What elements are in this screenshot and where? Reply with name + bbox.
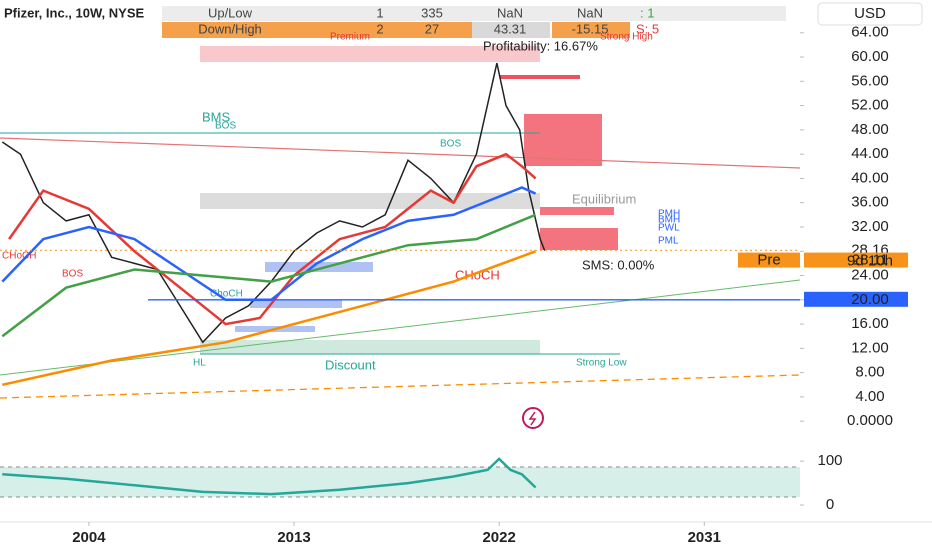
y2-tick-label: 0: [826, 496, 834, 513]
icon: [528, 411, 537, 426]
discount-zone: [200, 340, 540, 354]
annotation: Discount: [325, 357, 376, 372]
table-cell: [552, 22, 630, 38]
table-cell: 335: [421, 5, 443, 20]
table-cell: NaN: [577, 5, 603, 20]
premium-zone: [200, 46, 540, 62]
annotation: HL: [193, 358, 206, 369]
y-tick-label: 48.00: [851, 121, 889, 138]
order-block: [540, 228, 618, 250]
trend-line: [0, 374, 801, 399]
price-label-box: [804, 252, 908, 268]
price-label: 20.00: [851, 291, 889, 308]
table-cell: NaN: [497, 5, 523, 20]
currency: USD: [854, 5, 886, 22]
y-tick-label: 32.00: [851, 218, 889, 235]
x-tick-label: 2022: [482, 529, 515, 546]
table-cell: Up/Low: [208, 5, 253, 20]
annotation: BMH: [658, 215, 680, 226]
order-block: [500, 75, 580, 79]
pre-box: [738, 252, 800, 268]
annotation: CHoCH: [2, 251, 36, 262]
icon[interactable]: [522, 407, 544, 429]
trend-line: [0, 137, 801, 169]
annotation: Strong Low: [576, 358, 627, 369]
y-tick-label: 0.0000: [847, 412, 893, 429]
table-cell: 1: [376, 5, 383, 20]
y-tick-label: 64.00: [851, 24, 889, 41]
table-row: [162, 22, 472, 38]
series-line: [2, 250, 537, 387]
x-tick-label: 2013: [277, 529, 310, 546]
y-tick-label: 52.00: [851, 97, 889, 114]
series-line: [1, 62, 546, 344]
y2-tick-label: 100: [817, 452, 842, 469]
table-cell: [472, 22, 550, 38]
y-tick-label: 36.00: [851, 194, 889, 211]
y-tick-label: 40.00: [851, 169, 889, 186]
annotation: BOS: [440, 139, 461, 150]
order-block: [524, 114, 602, 166]
order-block: [540, 207, 614, 215]
y-tick-label: 8.00: [855, 364, 884, 381]
series-line: [1, 213, 537, 338]
annotation: Equilibrium: [572, 191, 636, 206]
annotation: ChoCH: [210, 289, 243, 300]
price-label: 28.11: [852, 252, 888, 269]
count: : 1: [640, 5, 654, 20]
annotation: Strong High: [600, 32, 653, 43]
series-line: [2, 457, 537, 496]
pre-label: Pre: [757, 252, 780, 269]
chart-title: Pfizer, Inc., 10W, NYSE: [4, 5, 144, 20]
table-cell: 2: [376, 21, 383, 36]
y-tick-label: 56.00: [851, 72, 889, 89]
annotation: PML: [658, 236, 679, 247]
series-line: [8, 152, 537, 326]
countdown: 9d 10h: [847, 252, 893, 269]
price-label-box: [804, 291, 908, 307]
y-tick-label: 44.00: [851, 145, 889, 162]
y-tick-label: 60.00: [851, 48, 889, 65]
annotation: PMH: [658, 209, 680, 220]
y-tick-label: 12.00: [851, 339, 889, 356]
table-cell: 43.31: [494, 21, 527, 36]
series-line: [1, 186, 537, 302]
stats-table: [162, 6, 786, 38]
y-tick-label: 16.00: [851, 315, 889, 332]
table-cell: 27: [425, 21, 439, 36]
annotation: CHoCH: [455, 267, 500, 282]
annotation: PWL: [658, 223, 680, 234]
trend-line: [0, 279, 801, 376]
table-cell: Down/High: [198, 21, 262, 36]
table-row: [162, 6, 786, 21]
y-tick-label: 4.00: [855, 388, 884, 405]
x-tick-label: 2031: [688, 529, 721, 546]
currency-box[interactable]: [817, 2, 923, 26]
x-tick-label: 2004: [72, 529, 106, 546]
y-tick-label: 24.00: [851, 266, 889, 283]
annotation: BOS: [215, 121, 236, 132]
oscillator-band: [0, 467, 800, 497]
annotation: BMS: [202, 109, 231, 124]
demand-block: [265, 262, 373, 272]
annotation: BOS: [62, 269, 83, 280]
demand-block: [250, 300, 342, 308]
equilibrium-zone: [200, 193, 540, 209]
table-cell: -15.15: [572, 21, 609, 36]
count: S: 5: [636, 21, 659, 36]
profitability: Profitability: 16.67%: [483, 38, 598, 53]
sms: SMS: 0.00%: [582, 257, 655, 272]
annotation: Premium: [330, 32, 370, 43]
